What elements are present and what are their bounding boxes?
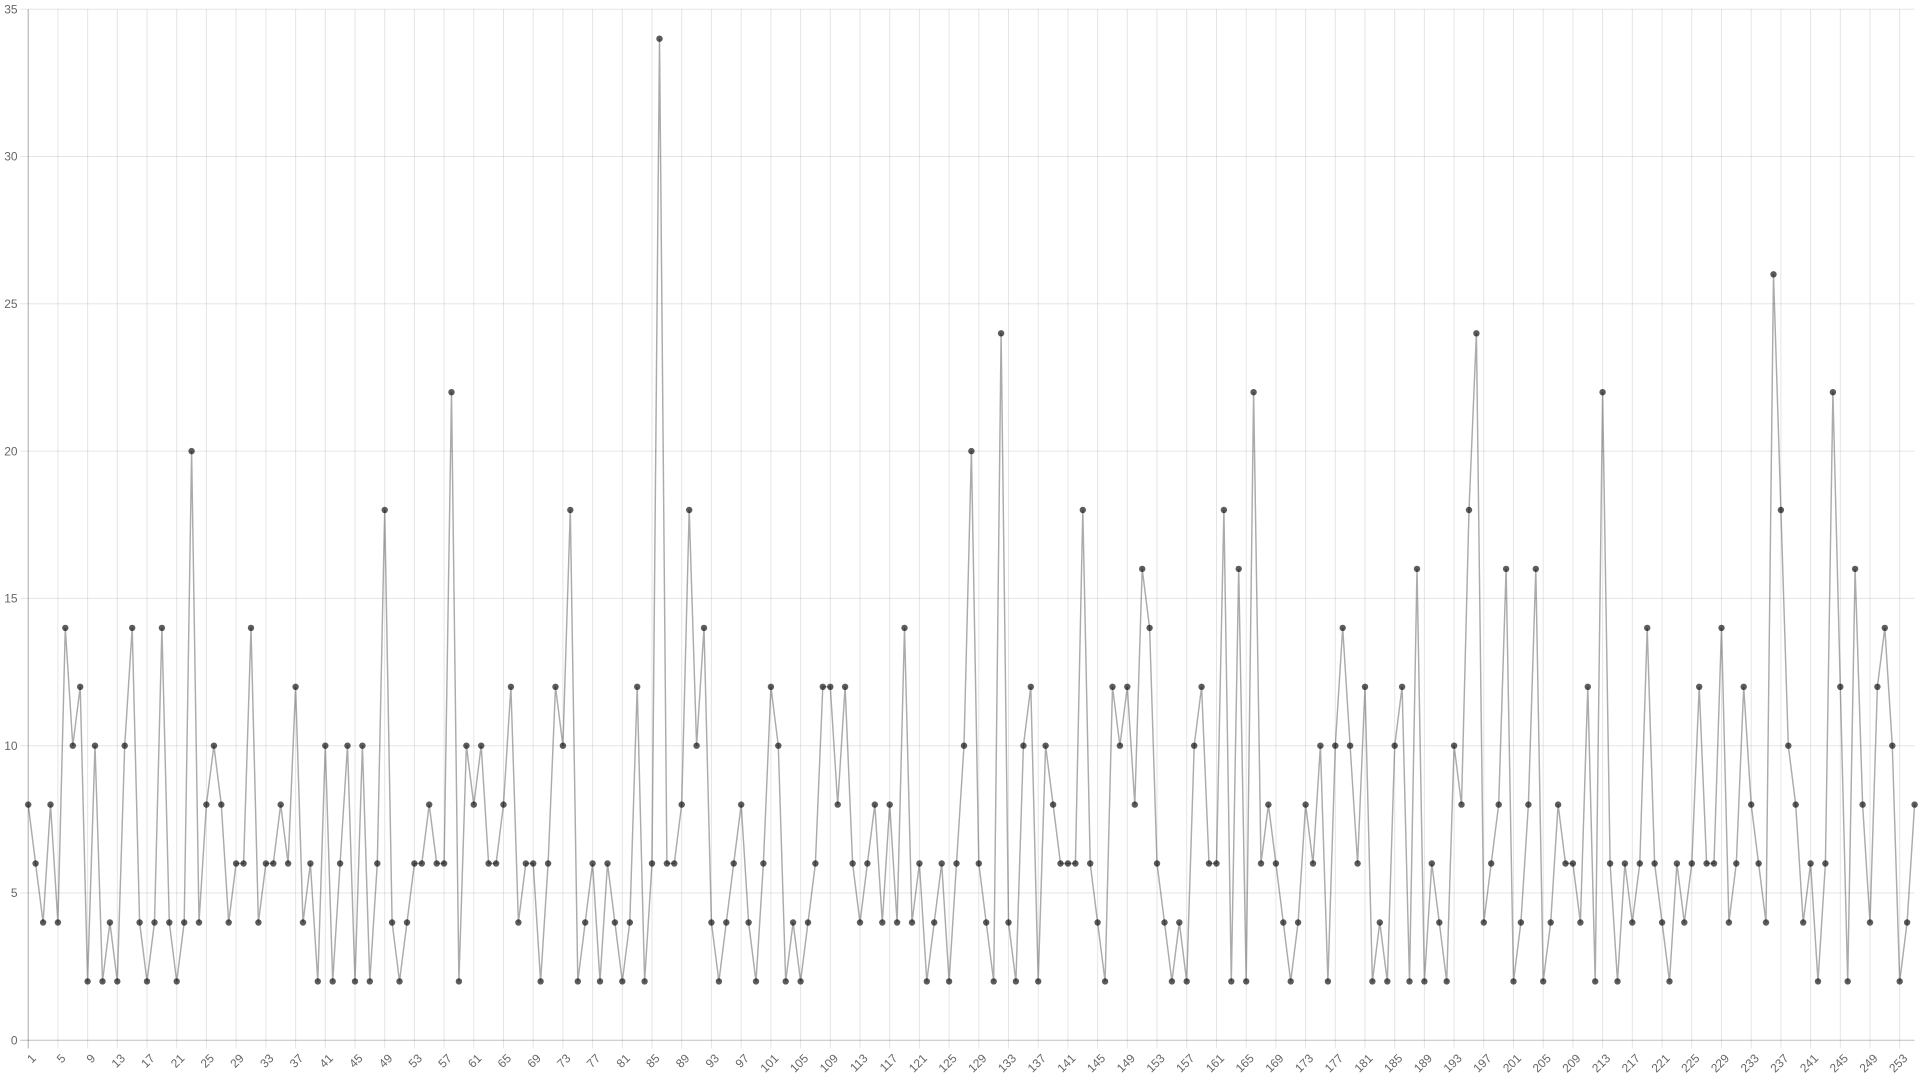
svg-text:25: 25 [4, 297, 18, 311]
svg-text:15: 15 [4, 592, 18, 606]
svg-text:10: 10 [4, 739, 18, 753]
svg-text:35: 35 [4, 2, 18, 16]
svg-text:30: 30 [4, 150, 18, 164]
svg-text:0: 0 [11, 1034, 18, 1048]
svg-text:5: 5 [11, 886, 18, 900]
svg-text:20: 20 [4, 444, 18, 458]
